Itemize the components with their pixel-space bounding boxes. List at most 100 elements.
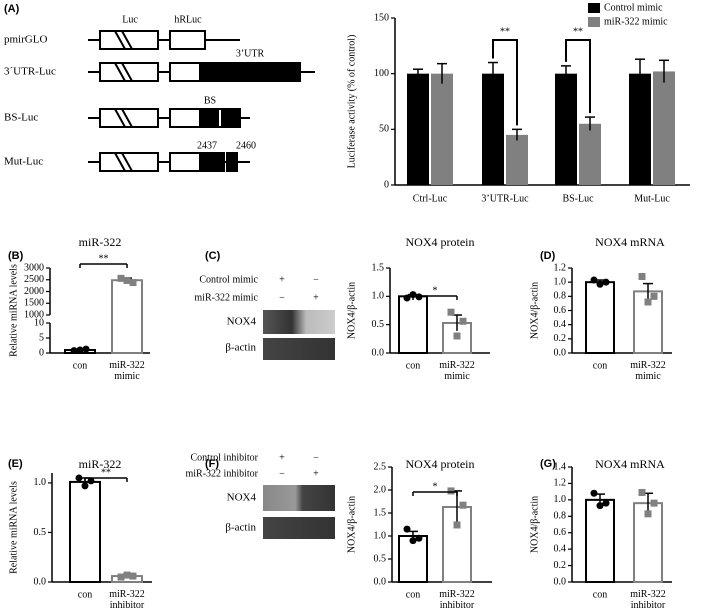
chart-title: miR-322 (79, 235, 122, 249)
y-tick-label: 0.0 (34, 576, 47, 587)
y-tick-label: 1.0 (554, 494, 567, 505)
condition-label: miR-322 inhibitor (186, 468, 259, 479)
y-tick-label: 0.5 (372, 319, 385, 330)
bar (585, 281, 615, 354)
sign: − (279, 292, 285, 303)
element-label: 3’UTR (236, 48, 265, 59)
x-tick-label: miR-322 mimic (109, 360, 145, 382)
y-tick-label: 1.0 (374, 530, 387, 541)
sign: + (279, 452, 285, 463)
data-point (590, 276, 598, 284)
legend-swatch (588, 3, 600, 13)
sign: + (313, 468, 319, 479)
x-tick-label: miR-322 inhibitor (109, 589, 145, 611)
band-label: β-actin (225, 522, 256, 534)
panel-label: (E) (8, 458, 23, 470)
data-point (70, 347, 78, 355)
data-point (459, 317, 467, 325)
y-axis-label: NOX4/β-actin (346, 496, 357, 553)
condition-label: miR-322 mimic (194, 292, 258, 303)
significance-bracket (565, 39, 591, 114)
element-label: 2437 (197, 140, 217, 151)
element-label: 2460 (236, 140, 256, 151)
chart-title: miR-322 (79, 457, 122, 471)
sign: + (279, 274, 285, 285)
y-tick-label: 2.0 (374, 484, 387, 495)
legend-label: miR-322 mimic (604, 16, 668, 27)
construct-name: 3´UTR-Luc (4, 66, 56, 78)
legend-swatch (588, 17, 600, 27)
element-label: Luc (122, 14, 138, 25)
data-point (415, 534, 423, 542)
x-tick-label: con (78, 589, 92, 600)
significance-label: * (433, 481, 438, 492)
chart-title: NOX4 protein (406, 235, 475, 249)
y-tick-label: 0.6 (554, 527, 567, 538)
blot-band (263, 485, 335, 511)
y-tick-label: 0 (384, 179, 389, 190)
data-point (415, 293, 423, 301)
legend-label: Control mimic (604, 2, 663, 13)
y-axis-label: Relative miRNA levels (8, 481, 19, 574)
y-tick-label: 150 (374, 12, 389, 23)
bar (398, 295, 428, 355)
band-label: NOX4 (227, 316, 257, 328)
y-tick-label: 0.8 (554, 511, 567, 522)
data-point (596, 502, 604, 510)
y-tick-label: 0.5 (34, 527, 47, 538)
y-tick-label: 0.0 (554, 576, 567, 587)
data-point (453, 521, 461, 529)
y-tick-label: 1.0 (372, 291, 385, 302)
data-point (403, 525, 411, 533)
y-tick-label: 50 (379, 124, 389, 135)
y-axis-label: Luciferase activity (% of control) (346, 35, 357, 169)
data-point (459, 501, 467, 509)
significance-label: ** (101, 467, 111, 478)
y-tick-label: 0.4 (554, 319, 567, 330)
chart-title: NOX4 mRNA (595, 235, 665, 249)
y-tick-label: 0.4 (554, 543, 567, 554)
data-point (644, 298, 652, 306)
data-point (596, 280, 604, 288)
y-tick-label: 1.0 (34, 477, 47, 488)
y-axis-label: NOX4/β-actin (346, 282, 357, 339)
data-point (602, 278, 610, 286)
x-tick-label: con (406, 589, 420, 600)
x-tick-label: 3’UTR-Luc (481, 193, 529, 204)
x-tick-label: Ctrl-Luc (413, 193, 448, 204)
significance-label: ** (573, 26, 583, 37)
data-point (590, 489, 598, 497)
y-axis-label: Relative miRNA levels (8, 264, 19, 357)
data-point (123, 571, 131, 579)
x-tick-label: miR-322 mimic (439, 360, 475, 382)
significance-label: ** (99, 253, 109, 264)
x-tick-label: con (73, 360, 87, 371)
bar (431, 73, 453, 185)
y-tick-label: 0.0 (372, 347, 385, 358)
bar (506, 134, 528, 185)
data-point (638, 488, 646, 496)
y-tick-label: 0 (39, 347, 44, 358)
y-tick-label: 5 (39, 332, 44, 343)
bar (653, 71, 675, 185)
data-point (650, 292, 658, 300)
sign: − (279, 468, 285, 479)
bar (482, 73, 504, 185)
sign: − (313, 452, 319, 463)
panel-label: (B) (8, 250, 24, 262)
panel-label: (C) (205, 250, 221, 262)
y-tick-label: 2.5 (374, 461, 387, 472)
data-point (447, 308, 455, 316)
panel-label: (G) (540, 458, 556, 470)
construct-texts: pmirGLO 3´UTR-Luc BS-Luc Mut-Luc Luc hRL… (4, 14, 264, 167)
bar (69, 480, 101, 583)
bar (555, 73, 577, 185)
y-tick-label: 2000 (24, 286, 44, 297)
x-tick-label: con (406, 360, 420, 371)
y-tick-label: 0.6 (554, 305, 567, 316)
data-point (129, 572, 137, 580)
y-tick-label: 2500 (24, 274, 44, 285)
x-tick-label: Mut-Luc (634, 193, 670, 204)
